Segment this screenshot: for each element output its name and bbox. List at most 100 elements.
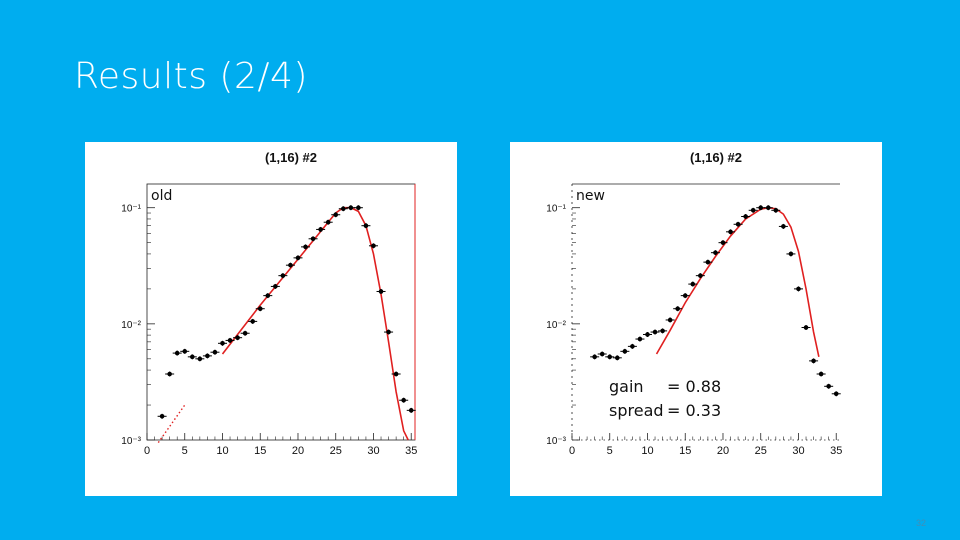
chart-1-annotation-value: = 0.88 [667,377,721,396]
chart-1-ytick-label: 10⁻² [546,320,566,331]
chart-1-data-point [645,332,650,337]
chart-1-data-point [811,358,816,364]
chart-0-data-point [257,306,263,312]
chart-1-annotation-label: gain [609,377,644,396]
chart-0-title: (1,16) #2 [265,150,317,165]
chart-0-data-point [235,335,240,340]
chart-1-data-point [758,205,764,211]
chart-0-data-point [250,319,255,324]
chart-0-data-point [220,341,225,346]
chart-1-title: (1,16) #2 [690,150,742,165]
chart-0-data-point [273,284,278,289]
chart-0-data-point [393,371,399,377]
chart-1-data-point [788,251,794,257]
chart-panel-old: (1,16) #2 0 5 10 15 20 25 30 35 10⁻¹ 10⁻² 10⁻³ old [85,142,457,496]
chart-0-ytick-label: 10⁻³ [121,436,141,447]
chart-0-ytick-label: 10⁻¹ [121,204,141,215]
chart-1-ytick-label: 10⁻³ [546,436,566,447]
chart-0-data-point [197,356,203,362]
chart-0-data-point [401,397,406,403]
chart-0-xtick-label: 10 [216,445,228,457]
chart-0-data-point [242,330,248,336]
chart-0-data-point [371,243,376,249]
chart-0-data-point [265,293,271,298]
chart-1-data-point [735,221,741,227]
chart-1-data-point [592,354,597,360]
chart-0-data-point [386,329,391,335]
chart-0-data-point [227,338,233,343]
chart-1-data-point [728,229,733,235]
chart-0-label: old [151,188,172,204]
chart-1-data-point [833,391,839,397]
chart-0-data-point [303,244,308,250]
chart-0-xtick-label: 25 [330,445,342,457]
chart-1-annotation-box [606,370,730,422]
chart-0-data-point [189,354,195,360]
chart-0-xtick-label: 15 [254,445,266,457]
chart-1-data-point [773,207,779,213]
chart-1-data-point [720,240,726,245]
chart-0-data-point [348,205,354,211]
chart-panel-new: (1,16) #2 0 5 10 15 20 25 30 35 10⁻¹ 10⁻² 10⁻³ new ga… [510,142,882,496]
chart-0-xtick-label: 5 [182,445,188,457]
chart-0-data-point [318,227,323,232]
chart-1-data-point [652,329,658,335]
chart-0-data-point [356,205,361,211]
page-number: 32 [915,518,926,528]
chart-1-data-point [622,349,628,354]
chart-1-data-point [743,214,748,219]
chart-1-data-point [614,355,620,361]
chart-0-xtick-label: 35 [405,445,417,457]
chart-0-data-point [340,206,346,212]
chart-old: (1,16) #2 0 5 10 15 20 25 30 35 10⁻¹ 10⁻² 10⁻³ old [121,150,417,457]
chart-1-xtick-label: 0 [569,445,575,457]
chart-0-data-point [174,350,180,356]
chart-1-data-point [803,325,809,330]
chart-1-data-point [796,286,801,292]
chart-0-data-point [167,371,172,377]
chart-1-data-point [698,273,703,278]
chart-0-data-point [310,236,316,242]
chart-0-data-point [378,289,384,294]
chart-1-data-point [599,351,605,357]
chart-0-data-point [159,413,165,419]
chart-1-data-point [818,371,824,377]
chart-1-data-point [826,383,831,389]
chart-0-data-point [182,349,188,354]
chart-1-data-point [750,207,756,213]
chart-0-data-point [288,262,293,268]
chart-0-data-point [295,255,301,261]
chart-0-fit-curve [221,206,409,441]
chart-1-label: new [576,188,605,204]
chart-1-annotation-value: = 0.33 [667,401,721,420]
chart-1-data-point [637,336,643,342]
chart-1-xtick-label: 25 [755,445,767,457]
chart-1-data-point [630,344,635,349]
chart-1-annotation-label: spread [609,401,664,420]
chart-1-xtick-label: 35 [830,445,842,457]
chart-1-data-point [690,281,696,287]
chart-0-data-point [212,349,218,355]
chart-new: (1,16) #2 0 5 10 15 20 25 30 35 10⁻¹ 10⁻² 10⁻³ new ga… [546,150,842,457]
chart-1-data-point [660,328,665,334]
chart-0-xtick-label: 0 [144,445,150,457]
chart-0-data-point [408,408,414,413]
chart-1-data-point [667,317,673,323]
chart-1-xtick-label: 15 [679,445,691,457]
chart-1-data-point [607,354,613,360]
chart-1-data-point [781,224,786,229]
chart-0-data-point [363,223,369,228]
chart-1-data-point [713,250,718,255]
chart-1-xtick-label: 30 [792,445,804,457]
chart-0-xtick-label: 30 [367,445,379,457]
chart-0-xtick-label: 20 [292,445,304,457]
chart-1-data-point [675,306,680,312]
chart-1-data-point [705,259,711,265]
chart-0-data-point [325,219,331,225]
chart-1-ytick-label: 10⁻¹ [546,204,566,215]
chart-0-ytick-label: 10⁻² [121,320,141,331]
chart-1-xtick-label: 10 [641,445,653,457]
chart-0-data-point [280,273,286,278]
chart-0-data-point [205,353,210,359]
chart-0-frame [146,183,416,441]
